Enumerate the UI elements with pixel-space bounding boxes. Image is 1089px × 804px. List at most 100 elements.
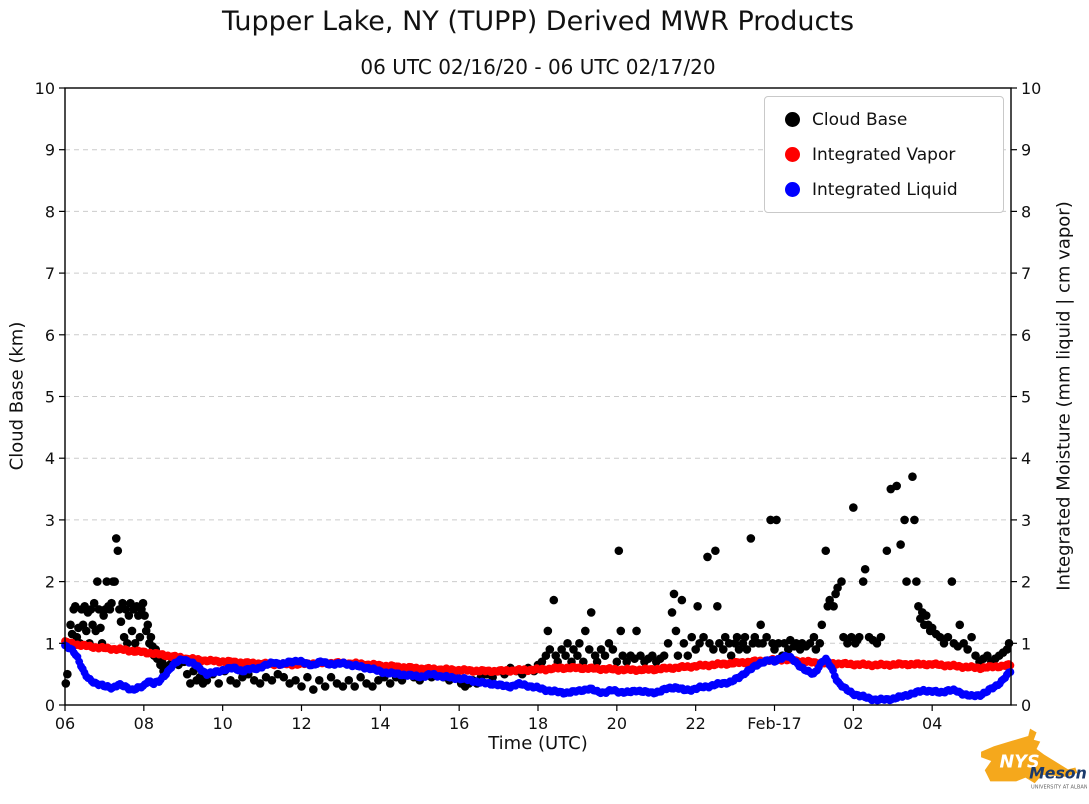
data-point — [659, 651, 669, 660]
data-point — [604, 639, 614, 648]
y-tick-label-right: 2 — [1021, 573, 1031, 592]
data-point — [912, 577, 921, 586]
data-point — [821, 546, 831, 556]
data-point — [143, 620, 153, 630]
legend-entry-cloud-base: Cloud Base — [777, 106, 991, 133]
x-tick-label: 20 — [607, 714, 627, 733]
logo-mesonet-text: Mesonet — [1029, 764, 1087, 783]
data-point — [762, 632, 771, 642]
data-point — [563, 639, 572, 648]
data-point — [113, 546, 123, 556]
x-tick-label: 14 — [370, 714, 390, 733]
data-point — [860, 564, 870, 574]
data-point — [545, 645, 555, 654]
y-tick-label-left: 6 — [45, 326, 55, 345]
y-tick-label-right: 0 — [1021, 696, 1031, 715]
data-point — [309, 685, 318, 694]
chart-title: Tupper Lake, NY (TUPP) Derived MWR Produ… — [221, 6, 855, 37]
data-point — [758, 639, 767, 648]
data-point — [908, 472, 917, 482]
data-point — [939, 639, 949, 648]
data-point — [910, 515, 919, 525]
data-point — [699, 632, 708, 642]
data-point — [805, 639, 815, 648]
data-point — [703, 552, 712, 562]
data-point — [756, 620, 766, 630]
data-point — [673, 651, 683, 660]
data-point — [849, 503, 858, 512]
data-point — [882, 546, 892, 556]
data-point — [947, 577, 957, 586]
data-point — [541, 651, 551, 660]
data-point — [724, 639, 734, 648]
data-point — [691, 645, 700, 654]
data-point — [837, 577, 846, 586]
data-point — [677, 595, 687, 605]
data-point — [726, 651, 736, 660]
data-point — [679, 639, 689, 648]
data-point — [297, 682, 306, 691]
data-point — [955, 620, 965, 630]
data-point — [809, 632, 819, 642]
integrated-vapor-marker-icon — [785, 147, 800, 162]
data-point — [537, 657, 547, 667]
data-point — [102, 577, 112, 586]
data-point — [843, 639, 852, 648]
y-tick-label-right: 9 — [1021, 141, 1031, 160]
legend: Cloud Base Integrated Vapor Integrated L… — [764, 96, 1004, 213]
data-point — [791, 639, 801, 648]
data-point — [543, 626, 553, 636]
data-point — [858, 577, 868, 586]
legend-label: Cloud Base — [812, 109, 908, 130]
logo-nys-text: NYS — [1000, 752, 1040, 772]
data-point — [61, 679, 71, 688]
data-point — [255, 679, 265, 688]
data-point — [107, 598, 116, 608]
data-point — [713, 601, 722, 611]
data-point — [146, 632, 156, 642]
data-point — [732, 632, 742, 642]
data-point — [614, 546, 624, 556]
logo-tagline-text: UNIVERSITY AT ALBANY — [1031, 785, 1087, 791]
x-axis-label: Time (UTC) — [488, 733, 588, 754]
x-tick-label: 16 — [449, 714, 469, 733]
data-point — [279, 672, 289, 682]
data-point — [921, 611, 931, 620]
data-point — [569, 645, 578, 654]
y-tick-label-left: 1 — [45, 634, 55, 653]
data-point — [914, 601, 923, 611]
data-point — [667, 608, 677, 617]
x-tick-label: 08 — [134, 714, 154, 733]
nys-mesonet-logo: NYS Mesonet UNIVERSITY AT ALBANY — [975, 724, 1089, 798]
y-tick-label-left: 0 — [45, 696, 55, 715]
x-tick-label: 02 — [843, 714, 863, 733]
data-point — [811, 645, 821, 654]
data-point — [314, 676, 324, 685]
data-point — [94, 605, 104, 614]
data-point — [892, 481, 901, 491]
data-point — [326, 672, 336, 682]
x-tick-label: 06 — [55, 714, 75, 733]
data-point — [687, 632, 697, 642]
data-point — [127, 626, 137, 636]
data-point — [561, 651, 570, 660]
data-point — [963, 645, 972, 654]
data-point — [750, 632, 760, 642]
data-point — [854, 632, 864, 642]
data-point — [734, 645, 744, 654]
legend-entry-integrated-liquid: Integrated Liquid — [777, 176, 991, 203]
data-point — [971, 651, 980, 660]
data-point — [600, 651, 610, 660]
data-point — [592, 657, 602, 667]
data-point — [96, 623, 105, 633]
data-point — [303, 672, 312, 682]
new-york-state-icon — [981, 728, 1078, 784]
data-point — [902, 577, 911, 586]
y-tick-label-right: 1 — [1021, 634, 1031, 653]
data-point — [935, 632, 945, 642]
x-tick-label: 10 — [212, 714, 232, 733]
data-point — [612, 657, 622, 667]
integrated-liquid-marker-icon — [785, 182, 800, 197]
data-point — [130, 639, 140, 648]
